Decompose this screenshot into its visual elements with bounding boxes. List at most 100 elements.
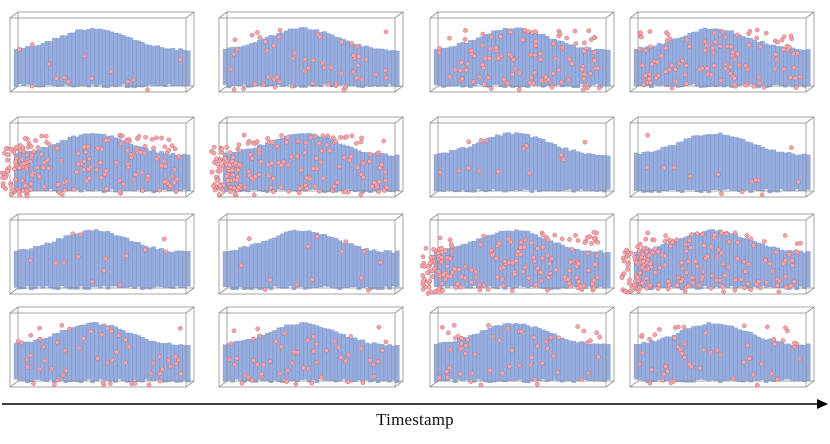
voxel-column (349, 243, 354, 287)
point-marker (11, 149, 17, 155)
voxel-column (178, 155, 183, 192)
point-marker (361, 249, 367, 255)
bbox-edge (805, 213, 815, 221)
point-marker (444, 263, 450, 269)
point-marker (669, 62, 674, 68)
bbox-edge (629, 380, 639, 388)
voxel-column (98, 28, 103, 85)
bbox-edge (218, 306, 228, 314)
point-marker (432, 289, 438, 295)
point-marker (757, 80, 762, 86)
point-marker (264, 48, 270, 54)
point-marker (735, 240, 741, 245)
bbox-edge (394, 213, 404, 221)
voxel-column (583, 153, 588, 191)
point-marker (656, 265, 662, 271)
point-marker (55, 145, 60, 151)
voxel-column (322, 328, 327, 381)
voxel-column (721, 232, 727, 287)
point-marker (311, 166, 316, 172)
voxel-column (729, 325, 735, 380)
point-marker (509, 347, 515, 353)
panel-r2-c2 (209, 116, 404, 198)
voxel-body (433, 229, 611, 291)
point-marker (254, 139, 260, 144)
point-marker (764, 324, 770, 330)
point-marker (217, 168, 223, 174)
point-marker (142, 143, 148, 149)
point-marker (776, 289, 782, 295)
bbox-front (9, 17, 187, 93)
point-marker (528, 75, 534, 80)
point-marker (596, 354, 601, 360)
point-marker (679, 265, 685, 271)
point-marker (262, 287, 268, 293)
point-marker (12, 166, 17, 172)
point-marker (745, 342, 751, 348)
bbox-edge (185, 190, 195, 198)
point-marker (797, 356, 803, 362)
point-marker (507, 29, 513, 35)
point-marker (230, 154, 236, 160)
voxel-column (124, 237, 130, 288)
voxel-column (241, 149, 247, 192)
voxel-column (563, 339, 569, 381)
panel-r4-c3 (429, 306, 615, 388)
bbox-edge (429, 85, 439, 93)
point-marker (95, 356, 100, 361)
voxel-column (533, 326, 538, 381)
voxel-column (775, 46, 780, 85)
voxel-column (253, 42, 258, 87)
bbox-front (218, 219, 396, 295)
bbox-back (17, 213, 195, 289)
point-marker (452, 266, 458, 272)
voxel-column (147, 150, 153, 192)
point-marker (48, 366, 54, 372)
point-marker (714, 347, 720, 353)
point-marker (690, 280, 696, 285)
point-marker (255, 326, 261, 332)
point-marker (439, 259, 445, 265)
point-marker (557, 31, 563, 37)
point-marker (24, 357, 30, 363)
voxel-column (510, 134, 515, 191)
point-marker (33, 138, 38, 143)
voxel-column (29, 46, 34, 85)
point-marker (791, 65, 797, 70)
point-marker (151, 145, 156, 151)
voxel-column (345, 145, 350, 190)
point-marker (290, 56, 296, 61)
point-marker (313, 133, 318, 139)
voxel-column (606, 344, 611, 380)
point-marker (736, 62, 742, 68)
point-marker (684, 270, 689, 276)
voxel-column (230, 250, 236, 290)
voxel-column (310, 133, 316, 190)
point-marker (679, 260, 685, 266)
voxel-column (695, 135, 700, 192)
point-marker (732, 75, 737, 81)
point-marker (595, 274, 600, 280)
voxel-column (238, 46, 243, 87)
point-marker (289, 83, 295, 89)
voxel-column (94, 229, 99, 287)
voxel-column (268, 331, 274, 383)
point-marker (775, 283, 780, 288)
voxel-column (460, 147, 466, 190)
voxel-column (387, 344, 392, 383)
point-marker (439, 281, 445, 286)
point-marker (243, 372, 248, 378)
bbox-edge (9, 306, 19, 314)
point-marker (258, 159, 264, 165)
voxel-column (303, 322, 308, 380)
point-marker (345, 379, 351, 385)
bbox-back (437, 116, 615, 192)
point-marker (88, 329, 94, 334)
voxel-column (71, 32, 76, 88)
voxel-column (590, 343, 596, 382)
point-marker (17, 165, 23, 171)
voxel-body (13, 28, 191, 89)
point-marker (383, 339, 389, 345)
voxel-column (295, 28, 301, 87)
point-marker (126, 344, 132, 350)
